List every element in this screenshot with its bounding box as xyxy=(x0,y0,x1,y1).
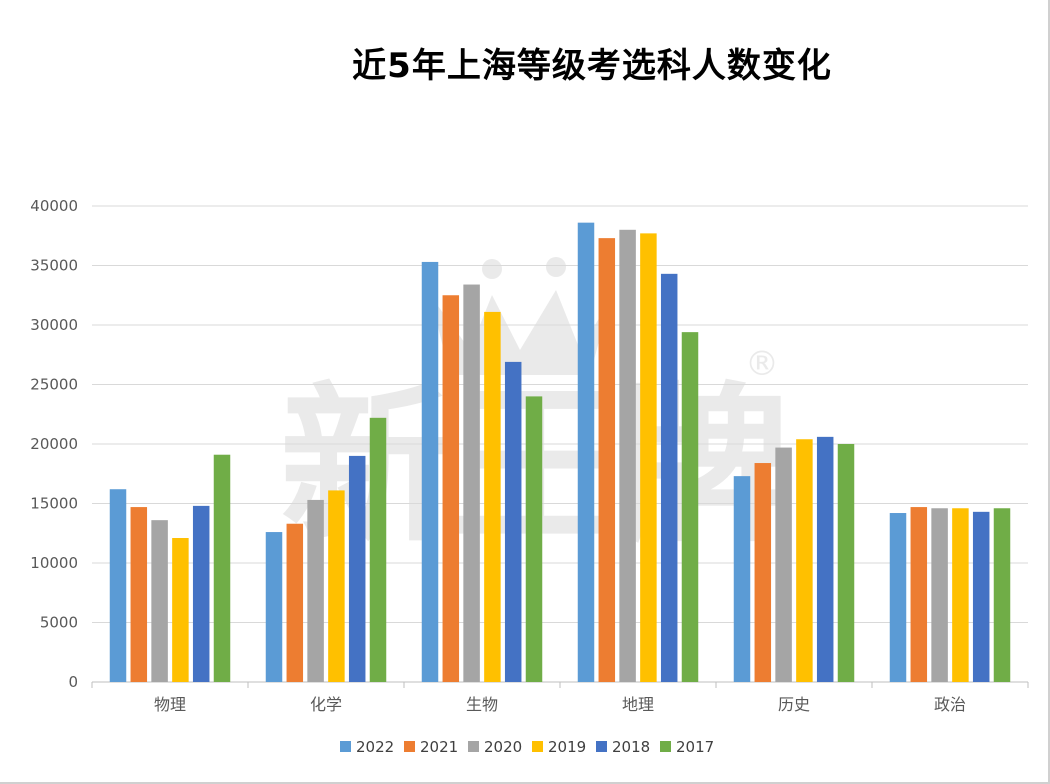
bar-2022-生物 xyxy=(421,261,439,682)
legend-swatch-2021 xyxy=(404,741,415,752)
legend-swatch-2019 xyxy=(532,741,543,752)
y-tick-label: 5000 xyxy=(40,614,78,632)
bar-2017-地理 xyxy=(681,332,699,682)
x-tick-label: 地理 xyxy=(622,695,654,714)
x-tick-label: 生物 xyxy=(466,695,498,714)
bar-2020-地理 xyxy=(619,229,636,683)
x-tick-label: 历史 xyxy=(778,695,810,714)
legend-label-2020: 2020 xyxy=(484,738,522,756)
bar-2020-物理 xyxy=(151,520,168,682)
bar-2022-历史 xyxy=(733,476,751,682)
y-tick-label: 20000 xyxy=(30,435,78,453)
bar-2018-化学 xyxy=(348,455,366,682)
bar-2018-政治 xyxy=(972,511,990,682)
bar-2022-地理 xyxy=(577,222,595,682)
bar-2019-政治 xyxy=(952,508,969,682)
bar-2020-生物 xyxy=(463,284,480,682)
x-tick-label: 化学 xyxy=(310,695,342,714)
bar-2021-化学 xyxy=(286,523,304,682)
x-tick-label: 物理 xyxy=(154,695,186,714)
legend-swatch-2020 xyxy=(468,741,479,752)
bar-2017-化学 xyxy=(369,417,387,682)
legend-label-2018: 2018 xyxy=(612,738,650,756)
y-tick-label: 35000 xyxy=(30,257,78,275)
bar-2019-历史 xyxy=(796,439,813,682)
bar-2022-政治 xyxy=(889,513,907,682)
bar-2017-历史 xyxy=(837,444,855,682)
legend-label-2021: 2021 xyxy=(420,738,458,756)
bar-2017-物理 xyxy=(213,454,231,682)
legend-label-2017: 2017 xyxy=(676,738,714,756)
legend-swatch-2018 xyxy=(596,741,607,752)
bar-2022-物理 xyxy=(109,489,127,682)
y-tick-label: 10000 xyxy=(30,554,78,572)
legend-swatch-2022 xyxy=(340,741,351,752)
registered-mark: ® xyxy=(745,344,779,384)
bar-2020-化学 xyxy=(307,499,324,682)
bar-2018-地理 xyxy=(660,273,678,682)
y-tick-label: 30000 xyxy=(30,316,78,334)
bar-2019-地理 xyxy=(640,233,657,682)
bar-2019-物理 xyxy=(172,538,189,682)
bar-2021-历史 xyxy=(754,463,772,682)
bar-2017-政治 xyxy=(993,508,1011,682)
x-tick-label: 政治 xyxy=(934,695,966,714)
bar-2017-生物 xyxy=(525,396,543,682)
bar-2021-生物 xyxy=(442,295,460,682)
y-tick-label: 40000 xyxy=(30,197,78,215)
bar-2021-地理 xyxy=(598,238,616,682)
bar-2020-政治 xyxy=(931,508,948,682)
bar-2021-物理 xyxy=(130,507,148,682)
y-tick-label: 15000 xyxy=(30,495,78,513)
bar-2019-生物 xyxy=(484,311,501,682)
bar-2018-历史 xyxy=(816,436,834,682)
legend-swatch-2017 xyxy=(660,741,671,752)
bar-2021-政治 xyxy=(910,507,928,682)
bar-2018-生物 xyxy=(504,361,522,682)
y-tick-label: 25000 xyxy=(30,376,78,394)
legend-label-2019: 2019 xyxy=(548,738,586,756)
bar-2022-化学 xyxy=(265,532,283,682)
chart-title: 近5年上海等级考选科人数变化 xyxy=(352,46,832,86)
bar-2020-历史 xyxy=(775,447,792,682)
legend-label-2022: 2022 xyxy=(356,738,394,756)
y-tick-label: 0 xyxy=(68,673,78,691)
bar-2019-化学 xyxy=(328,490,345,682)
bar-2018-物理 xyxy=(192,505,210,682)
